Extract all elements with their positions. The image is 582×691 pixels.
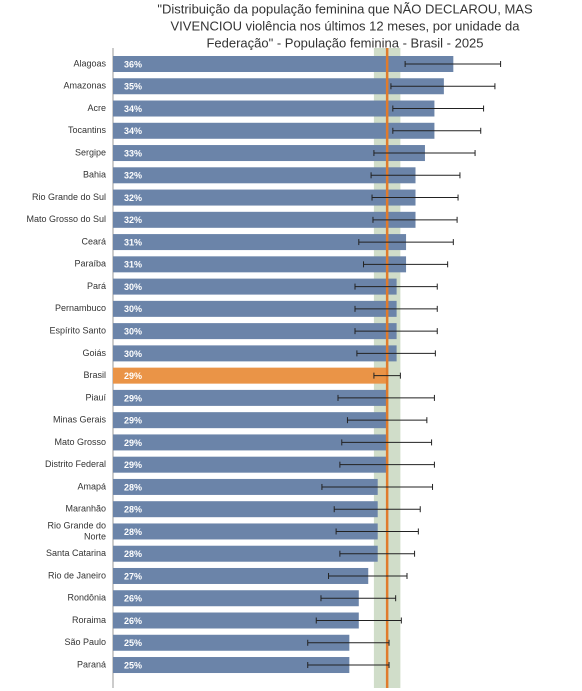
y-tick-label: Pará [87, 281, 106, 291]
y-tick-label: Rio Grande do Sul [32, 192, 106, 202]
bar [113, 345, 397, 362]
bar [113, 478, 378, 495]
y-tick-label: Espírito Santo [49, 325, 106, 335]
bar [113, 501, 378, 518]
bar [113, 389, 388, 406]
y-tick-label: Brasil [83, 370, 106, 380]
y-tick-label: Amapá [77, 481, 106, 491]
value-label: 26% [124, 594, 142, 604]
value-label: 32% [124, 215, 142, 225]
value-label: 27% [124, 571, 142, 581]
y-tick-label: Paraná [77, 659, 106, 669]
value-label: 31% [124, 260, 142, 270]
bar [113, 278, 397, 295]
value-label: 25% [124, 638, 142, 648]
value-label: 36% [124, 59, 142, 69]
y-tick-label: Ceará [81, 236, 106, 246]
bar [113, 167, 416, 184]
y-tick-label: Bahia [83, 170, 106, 180]
value-label: 33% [124, 148, 142, 158]
bar [113, 657, 350, 674]
value-label: 29% [124, 371, 142, 381]
value-label: 28% [124, 527, 142, 537]
y-tick-label: Piauí [85, 392, 106, 402]
value-label: 31% [124, 237, 142, 247]
value-label: 35% [124, 82, 142, 92]
value-label: 29% [124, 393, 142, 403]
y-tick-label: Distrito Federal [45, 459, 106, 469]
value-label: 30% [124, 304, 142, 314]
value-label: 30% [124, 282, 142, 292]
chart-title: VIVENCIOU violência nos últimos 12 meses… [170, 18, 520, 33]
y-tick-label: Maranhão [65, 504, 106, 514]
bar [113, 612, 359, 629]
y-tick-label: Sergipe [75, 147, 106, 157]
value-label: 29% [124, 438, 142, 448]
chart-title: "Distribuição da população feminina que … [157, 1, 533, 16]
bar [113, 189, 416, 206]
value-label: 29% [124, 416, 142, 426]
bar [113, 434, 388, 451]
y-tick-label: Roraima [72, 615, 106, 625]
bar [113, 367, 388, 384]
y-tick-label: Paraíba [74, 259, 106, 269]
y-tick-label: Pernambuco [55, 303, 106, 313]
bar [113, 211, 416, 228]
bar [113, 100, 435, 117]
y-tick-label: Rondônia [67, 593, 106, 603]
y-tick-label: Rio de Janeiro [48, 570, 106, 580]
y-tick-label: Acre [87, 103, 106, 113]
value-label: 34% [124, 126, 142, 136]
value-label: 30% [124, 349, 142, 359]
y-tick-label: Rio Grande do Norte [47, 521, 106, 542]
value-label: 34% [124, 104, 142, 114]
bar [113, 590, 359, 607]
bar [113, 56, 454, 72]
bar [113, 300, 397, 317]
bar [113, 545, 378, 562]
y-tick-label: Alagoas [73, 58, 106, 68]
y-tick-label: Amazonas [63, 81, 106, 91]
y-tick-label: Tocantins [68, 125, 107, 135]
bar [113, 122, 435, 139]
value-label: 28% [124, 549, 142, 559]
y-tick-label: Minas Gerais [53, 415, 107, 425]
bar [113, 256, 407, 273]
value-label: 28% [124, 482, 142, 492]
bar [113, 456, 388, 473]
value-label: 30% [124, 326, 142, 336]
bar [113, 78, 444, 95]
value-label: 28% [124, 505, 142, 515]
bar [113, 234, 407, 251]
value-label: 32% [124, 171, 142, 181]
bar [113, 634, 350, 651]
y-tick-label: Mato Grosso [54, 437, 106, 447]
bar [113, 323, 397, 340]
bar [113, 145, 425, 162]
y-tick-label: Mato Grosso do Sul [26, 214, 106, 224]
value-label: 26% [124, 616, 142, 626]
value-label: 32% [124, 193, 142, 203]
bar [113, 412, 388, 429]
bar [113, 567, 369, 584]
value-label: 29% [124, 460, 142, 470]
y-tick-label: Santa Catarina [46, 548, 106, 558]
chart-title: Federação" - População feminina - Brasil… [206, 35, 483, 50]
bar [113, 523, 378, 540]
y-tick-label: São Paulo [64, 637, 106, 647]
y-tick-label: Goiás [82, 348, 106, 358]
value-label: 25% [124, 660, 142, 670]
